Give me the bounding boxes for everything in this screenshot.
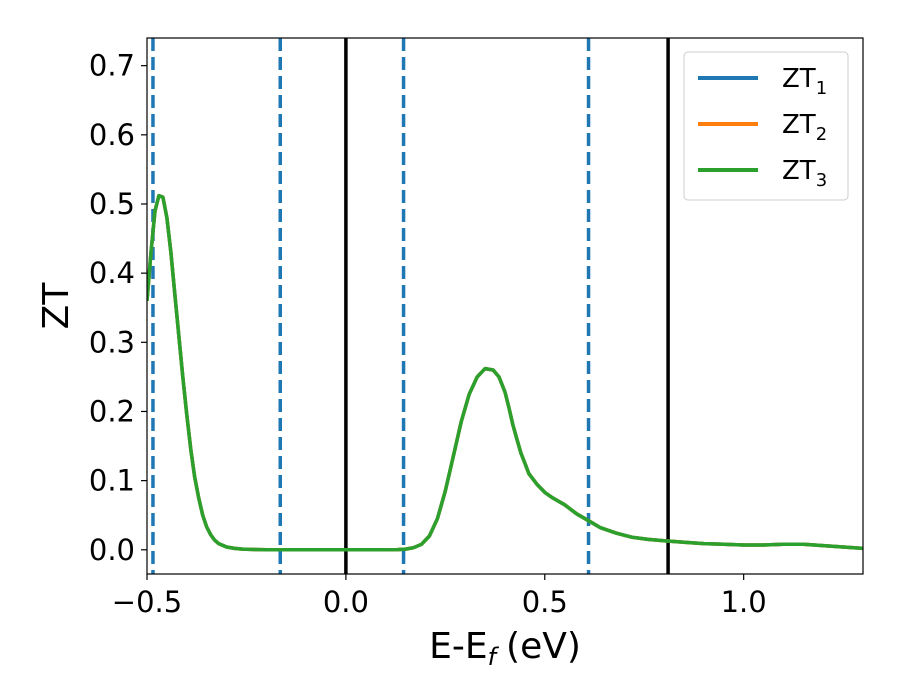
legend-label-zt1: ZT1 xyxy=(782,64,827,99)
vertical-reference-lines xyxy=(151,38,670,574)
y-tick-label-7: 0.7 xyxy=(89,49,135,83)
legend-box xyxy=(683,51,849,201)
y-axis-ticks: 0.0 0.1 0.2 0.3 0.4 0.5 0.6 0.7 xyxy=(89,49,147,567)
x-axis-ticks: −0.5 0.0 0.5 1.0 xyxy=(112,574,767,619)
y-axis-title: ZT xyxy=(36,282,77,330)
legend-label-zt3: ZT3 xyxy=(782,156,827,191)
series-line-zt1 xyxy=(147,193,863,552)
series-line-zt3 xyxy=(147,193,863,552)
y-tick-label-0: 0.0 xyxy=(89,533,135,567)
y-tick-label-6: 0.6 xyxy=(89,118,135,152)
series-line-zt2 xyxy=(147,193,863,552)
legend-label-zt2: ZT2 xyxy=(782,110,827,145)
x-tick-label-1: 0.0 xyxy=(323,585,369,619)
y-tick-label-5: 0.5 xyxy=(89,187,135,221)
y-tick-label-1: 0.1 xyxy=(89,464,135,498)
series-lines xyxy=(147,193,863,552)
x-axis-title: E-Ef (eV) xyxy=(429,626,581,671)
x-tick-label-2: 0.5 xyxy=(522,585,568,619)
legend: ZT1 ZT2 ZT3 xyxy=(683,51,849,201)
y-tick-label-3: 0.3 xyxy=(89,325,135,359)
plot-frame xyxy=(146,37,864,575)
y-tick-label-4: 0.4 xyxy=(89,256,135,290)
x-tick-label-0: −0.5 xyxy=(112,585,182,619)
x-tick-label-3: 1.0 xyxy=(721,585,767,619)
y-tick-label-2: 0.2 xyxy=(89,394,135,428)
